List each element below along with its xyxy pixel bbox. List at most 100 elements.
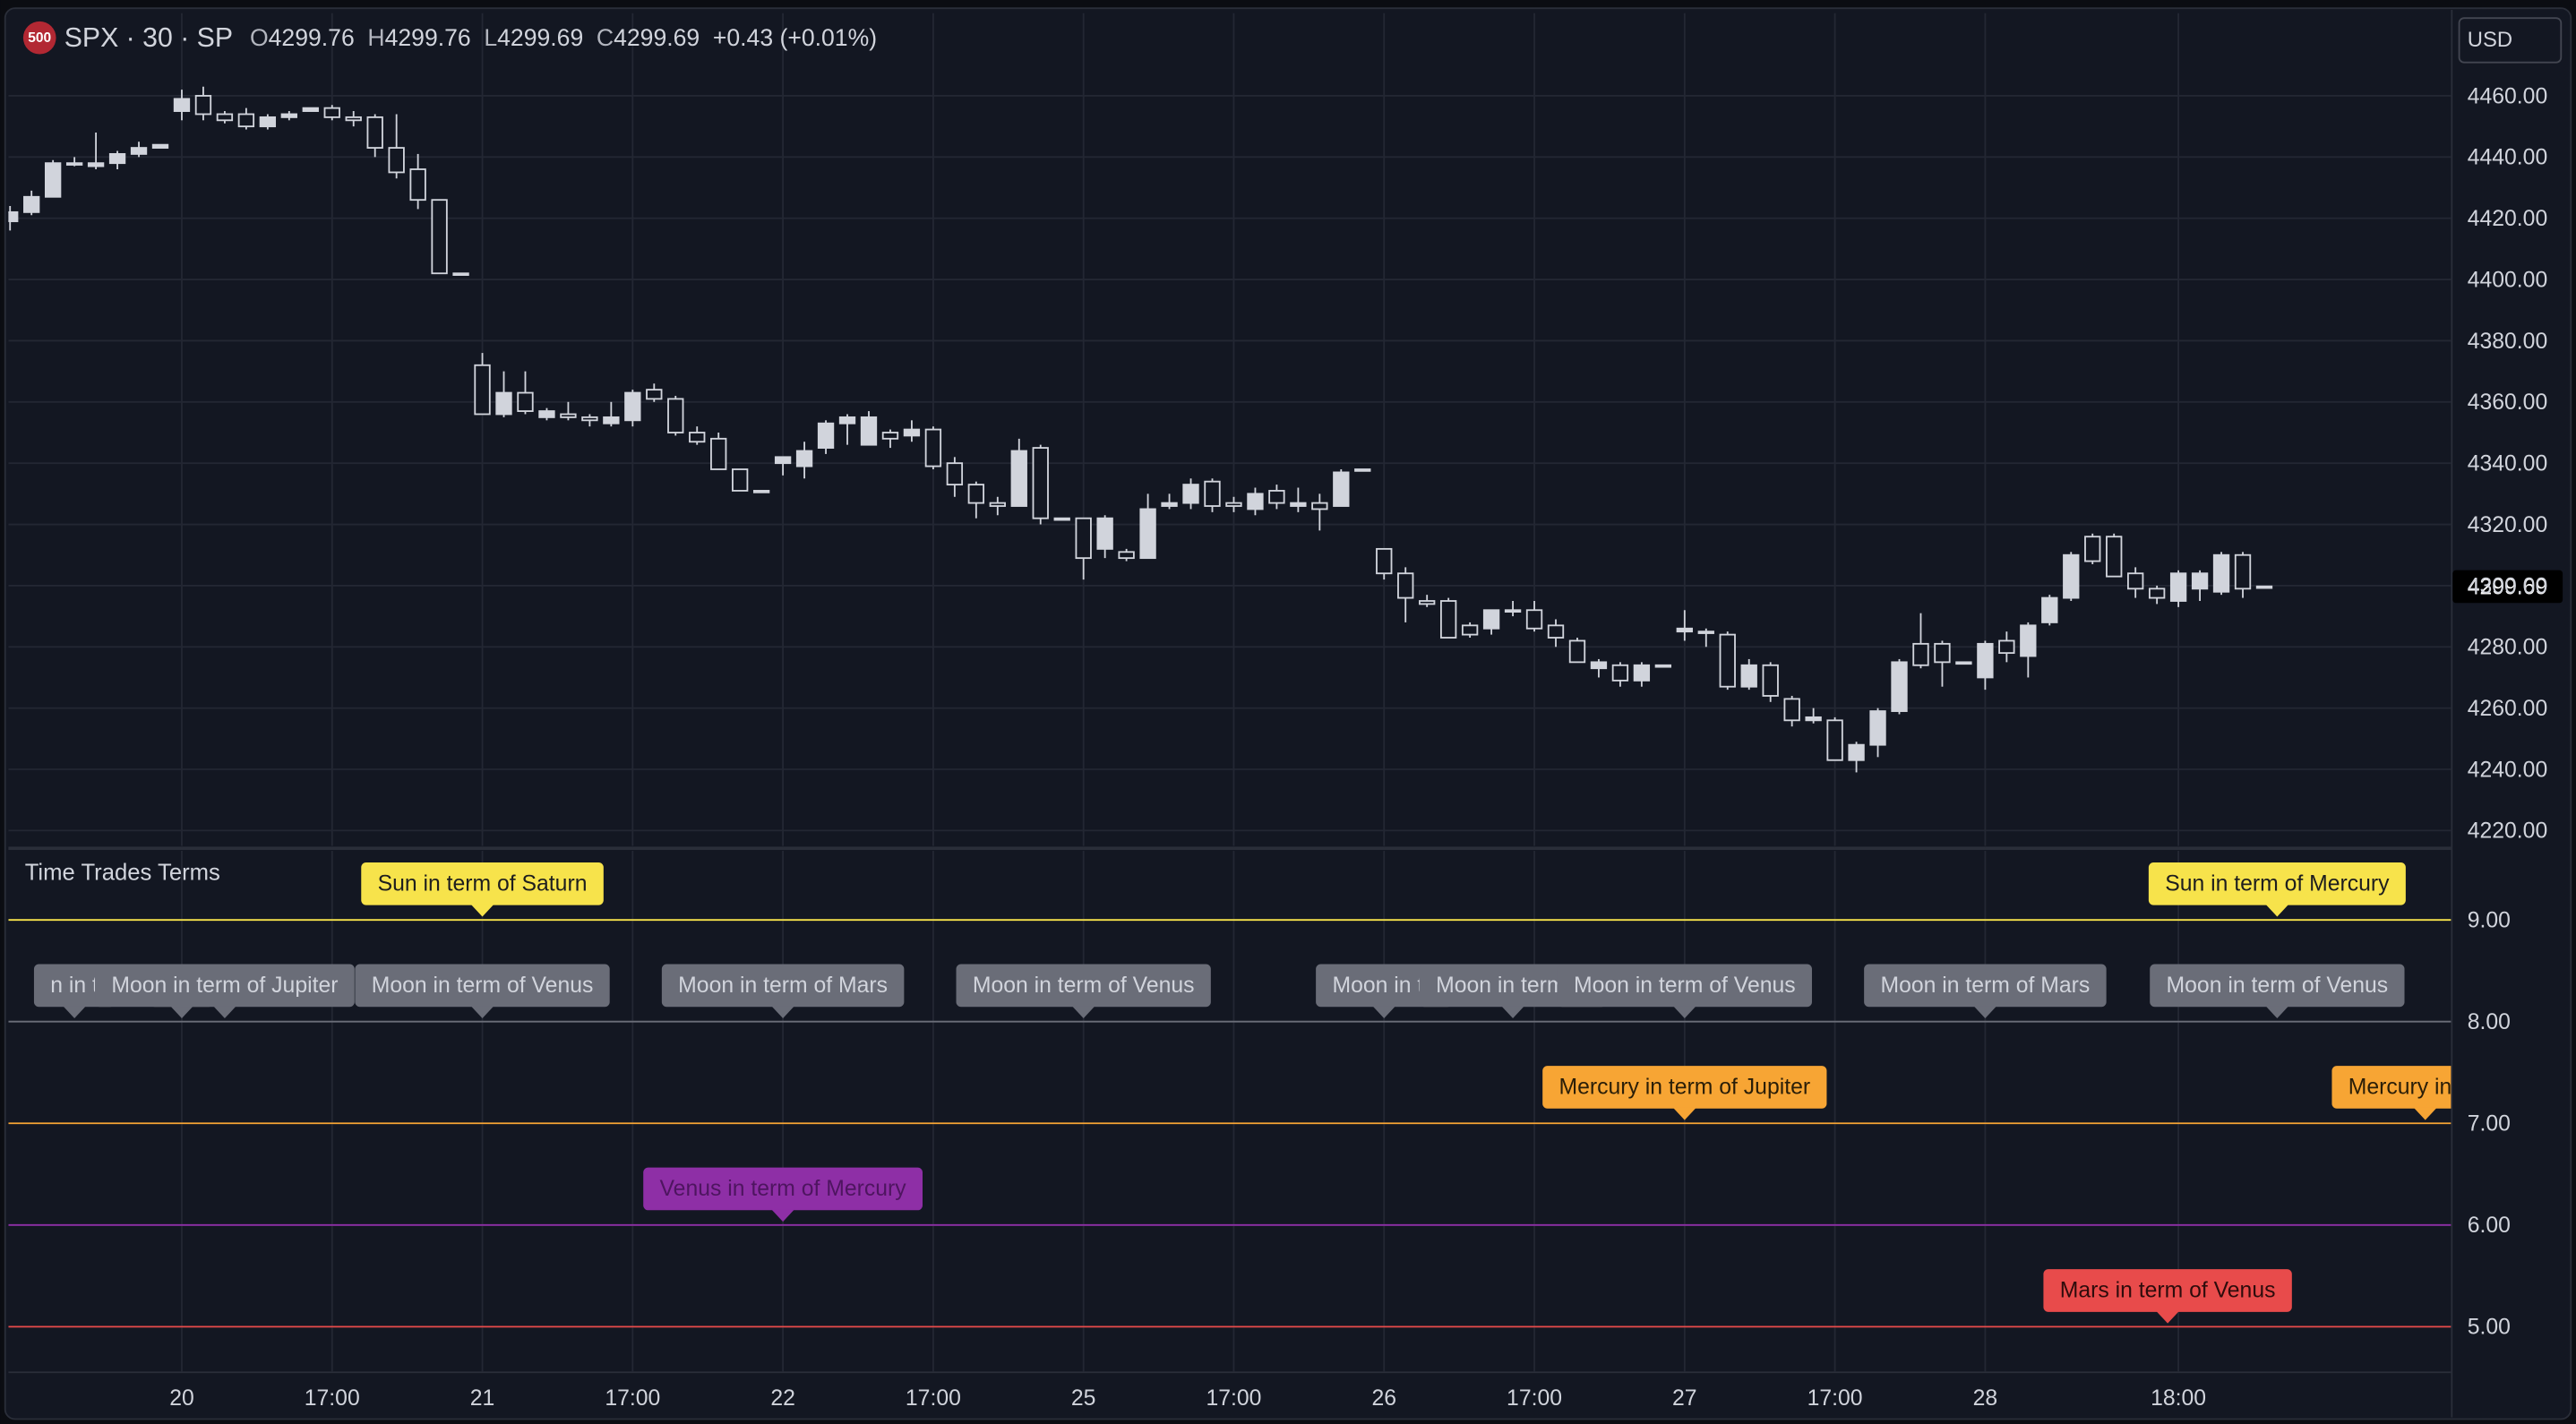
candle-body — [2169, 572, 2187, 602]
candle-body — [2212, 553, 2230, 593]
candle-body — [603, 416, 620, 425]
candle-body — [23, 195, 40, 213]
candle-body — [1826, 719, 1843, 761]
legend-key: L — [484, 24, 497, 51]
x-tick-label: 17:00 — [605, 1386, 660, 1411]
candle-body — [1654, 664, 1672, 668]
candle-body — [1333, 471, 1350, 507]
candle-body — [1161, 502, 1178, 507]
event-box — [1557, 964, 1812, 1008]
event-pointer — [1501, 1006, 1524, 1019]
candle-body — [2041, 596, 2058, 623]
candle-body — [1611, 664, 1629, 682]
candle-body — [194, 95, 212, 116]
event-box — [33, 964, 116, 1008]
x-tick-label: 27 — [1672, 1386, 1697, 1411]
event-box — [956, 964, 1211, 1008]
candle-body — [302, 107, 319, 112]
candle-body — [989, 502, 1006, 507]
legend-value: 4299.76 — [385, 24, 471, 51]
candle-body — [2255, 585, 2273, 589]
candles — [8, 86, 2273, 773]
candle-body — [1311, 502, 1328, 510]
candle-body — [1934, 642, 1951, 664]
x-tick-label: 28 — [1973, 1386, 1998, 1411]
candle-body — [1955, 661, 1972, 665]
y-tick-label: 4280.00 — [2468, 636, 2547, 660]
candle-body — [581, 416, 598, 422]
candle-body — [8, 210, 19, 223]
x-tick-label: 18:00 — [2151, 1386, 2206, 1411]
y-tick-label: 5.00 — [2468, 1316, 2511, 1340]
x-tick-label: 17:00 — [906, 1386, 961, 1411]
legend-key: O — [250, 24, 269, 51]
indicator-title: Time Trades Terms — [25, 860, 220, 885]
symbol-logo — [22, 21, 56, 55]
candle-body — [538, 410, 555, 418]
y-tick-label: 6.00 — [2468, 1214, 2511, 1238]
candle-body — [752, 490, 770, 493]
x-tick-label: 22 — [770, 1386, 795, 1411]
candle-body — [259, 116, 277, 128]
legend-change: +0.43 (+0.01%) — [713, 24, 877, 51]
legend-value: 4299.69 — [614, 24, 700, 51]
candle-body — [774, 456, 792, 465]
event-label: Mercury in term — [2348, 1075, 2503, 1099]
candle-body — [1268, 490, 1285, 504]
x-tick-label: 17:00 — [1206, 1386, 1261, 1411]
currency[interactable]: USD — [2468, 28, 2512, 52]
event-label: Mercury in term of Jupiter — [1559, 1075, 1811, 1099]
events: Sun in term of Saturn Sun in term of Merc… — [8, 862, 2503, 1328]
candle-body — [1805, 716, 1822, 722]
term-event: Mercury in term of Jupiter — [1542, 1066, 1827, 1120]
candle-body — [1032, 447, 1049, 519]
candle-body — [732, 468, 749, 492]
y-tick-label: 4460.00 — [2468, 84, 2547, 108]
event-label: Moon in te — [1332, 974, 1436, 998]
event-pointer — [470, 1006, 494, 1019]
candle-body — [1740, 664, 1757, 688]
candle-body — [1697, 631, 1714, 634]
candle-body — [1676, 627, 1693, 633]
y-tick-label: 4320.00 — [2468, 513, 2547, 537]
event-pointer — [213, 1006, 236, 1019]
event-pointer — [1973, 1006, 1997, 1019]
candle-body — [646, 389, 663, 400]
y-tick-label: 4400.00 — [2468, 268, 2547, 292]
candle-body — [903, 428, 921, 437]
legend-value: 4299.69 — [497, 24, 583, 51]
candle-body — [216, 113, 234, 122]
event-label: Venus in term of Mercury — [660, 1177, 907, 1201]
candle-body — [1547, 624, 1565, 639]
y-tick-label: 4240.00 — [2468, 758, 2547, 782]
term-event: Moon in term of Venus — [1557, 964, 1812, 1019]
x-tick-label: 17:00 — [1807, 1386, 1863, 1411]
legend-key: H — [367, 24, 384, 51]
x-tick-label: 17:00 — [1507, 1386, 1562, 1411]
candle-body — [1912, 642, 1929, 666]
currency-box[interactable] — [2458, 17, 2563, 64]
candle-body — [2106, 536, 2123, 578]
candle-body — [44, 162, 62, 198]
event-pointer — [2156, 1310, 2179, 1324]
candle-body — [1998, 639, 2015, 655]
candle-body — [280, 113, 297, 118]
term-event: Moon in te — [1316, 964, 1453, 1019]
candle-body — [151, 143, 169, 149]
term-event: n in t — [33, 964, 116, 1019]
event-label: Moon in term of Mars — [1880, 974, 2090, 998]
x-tick-label: 25 — [1071, 1386, 1096, 1411]
y-tick-label: 8.00 — [2468, 1010, 2511, 1034]
candle-body — [1225, 502, 1242, 507]
candle-body — [967, 484, 985, 504]
event-pointer — [1672, 1006, 1696, 1019]
term-event: Venus in term of Mercury — [643, 1167, 923, 1222]
candle-body — [1461, 624, 1479, 636]
y-tick-label: 4300.00 — [2468, 574, 2547, 598]
candle-body — [108, 152, 126, 165]
logo-text: 500 — [28, 30, 51, 46]
term-event: Moon in term of Jupiter — [95, 964, 355, 1019]
candle-body — [1977, 642, 1994, 679]
candle-body — [2148, 588, 2166, 599]
event-pointer — [771, 1209, 794, 1222]
